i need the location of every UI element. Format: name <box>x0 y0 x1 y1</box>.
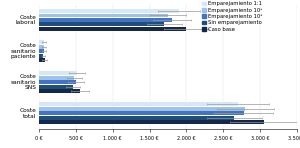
Bar <box>39 116 234 120</box>
Bar <box>39 27 186 31</box>
Bar <box>39 58 44 62</box>
Bar <box>39 111 244 115</box>
Bar <box>39 85 73 89</box>
Legend: Emparejamiento 1:1, Emparejamiento 10³, Emparejamiento 10⁵, Sin emparejamiento, : Emparejamiento 1:1, Emparejamiento 10³, … <box>202 1 263 32</box>
Bar <box>39 18 172 22</box>
Bar <box>39 13 168 17</box>
Bar <box>39 9 179 13</box>
Bar <box>39 89 80 93</box>
Bar <box>39 76 74 80</box>
Bar <box>39 54 43 58</box>
Bar <box>39 120 264 124</box>
Bar <box>39 102 238 106</box>
Bar <box>39 22 164 26</box>
Bar <box>39 45 44 49</box>
Bar <box>39 80 76 84</box>
Bar <box>39 107 245 111</box>
Bar <box>39 40 44 44</box>
Bar <box>39 49 44 53</box>
Bar <box>39 71 77 75</box>
